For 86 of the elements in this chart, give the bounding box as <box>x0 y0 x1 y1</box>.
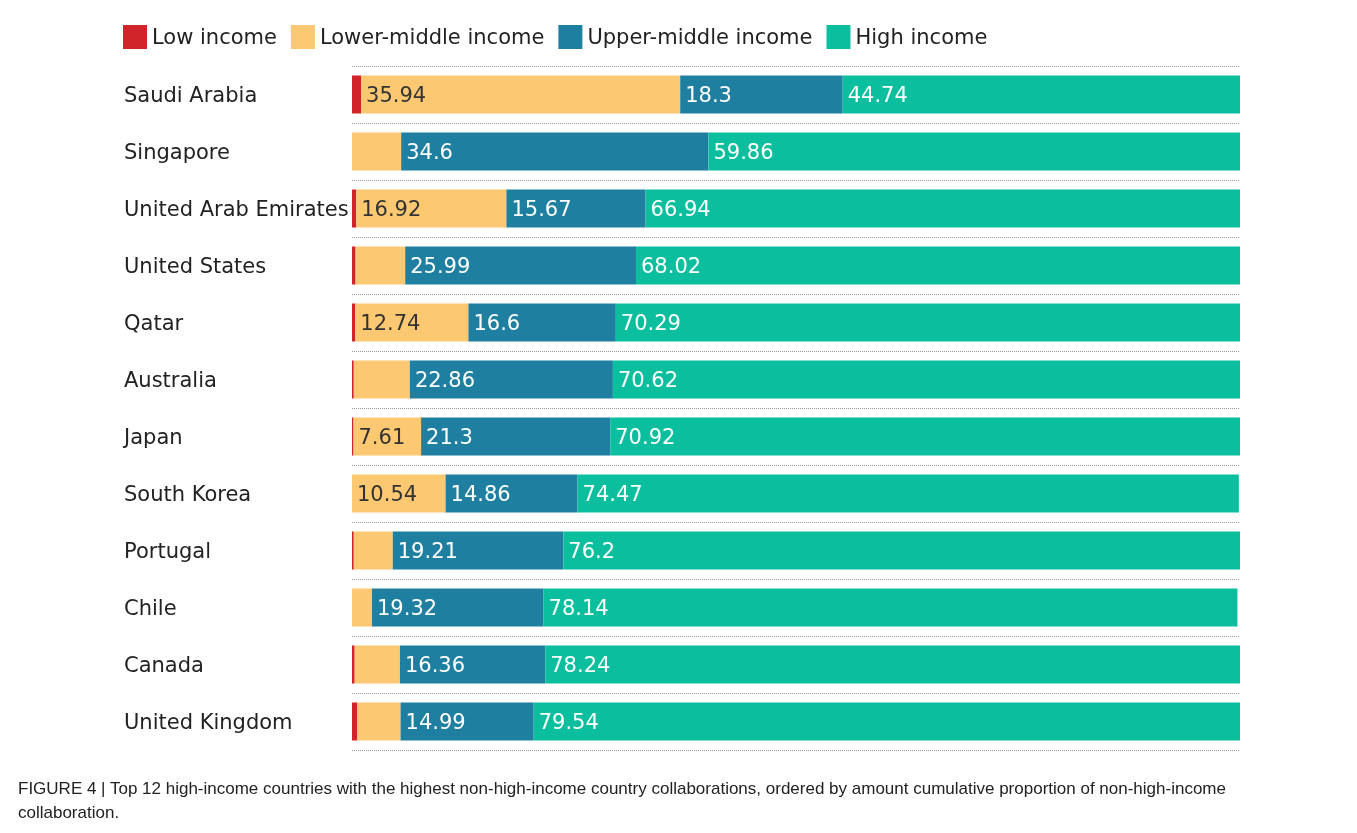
bar <box>352 246 356 285</box>
bar <box>680 75 843 114</box>
data-label: 16.6 <box>473 310 521 335</box>
bar <box>610 417 1240 456</box>
bar <box>533 702 1240 741</box>
data-label: 59.86 <box>713 139 774 164</box>
bar <box>405 246 636 285</box>
bar <box>392 531 564 570</box>
bar <box>563 531 1240 570</box>
data-label: 14.86 <box>450 481 511 506</box>
data-label: 7.61 <box>358 424 406 449</box>
bar <box>635 246 1240 285</box>
y-tick-label: Portugal <box>124 538 211 563</box>
bar <box>354 645 400 684</box>
data-label: 19.32 <box>376 595 438 620</box>
data-label: 78.24 <box>550 652 611 677</box>
bar <box>545 645 1240 684</box>
bar <box>352 132 402 171</box>
legend-label: Upper-middle income <box>587 25 813 49</box>
bar <box>577 474 1239 513</box>
bar <box>468 303 616 342</box>
y-tick-label: Qatar <box>124 310 184 335</box>
bar <box>506 189 646 228</box>
bar <box>352 75 362 114</box>
bar <box>352 303 356 342</box>
bar <box>352 588 372 627</box>
bar <box>355 246 406 285</box>
data-label: 35.94 <box>366 82 427 107</box>
data-label: 15.67 <box>511 196 572 221</box>
bar <box>842 75 1240 114</box>
data-label: 78.14 <box>548 595 609 620</box>
bar <box>615 303 1240 342</box>
data-label: 70.62 <box>617 367 679 392</box>
data-label: 70.29 <box>620 310 681 335</box>
data-label: 14.99 <box>405 709 466 734</box>
y-tick-label: United Arab Emirates <box>124 196 349 221</box>
data-label: 16.36 <box>404 652 466 677</box>
data-label: 21.3 <box>426 424 473 449</box>
data-label: 70.92 <box>615 424 676 449</box>
bar <box>355 303 469 342</box>
legend-label: Lower-middle income <box>319 25 545 49</box>
bar <box>401 132 709 171</box>
data-label: 12.74 <box>360 310 421 335</box>
bar <box>353 531 393 570</box>
data-label: 68.02 <box>640 253 702 278</box>
data-label: 25.99 <box>410 253 471 278</box>
data-label: 66.94 <box>650 196 711 221</box>
y-tick-label: South Korea <box>124 481 252 506</box>
data-label: 10.54 <box>357 481 418 506</box>
bar <box>357 702 401 741</box>
legend-label: High income <box>855 25 988 49</box>
bar <box>612 360 1240 399</box>
y-tick-label: United States <box>124 253 267 278</box>
y-tick-label: Chile <box>124 595 177 620</box>
bar <box>645 189 1240 228</box>
data-label: 44.74 <box>847 82 908 107</box>
bar <box>356 189 507 228</box>
data-label: 16.92 <box>361 196 422 221</box>
bar <box>352 702 358 741</box>
bar <box>708 132 1240 171</box>
data-label: 18.3 <box>685 82 732 107</box>
data-label: 74.47 <box>582 481 643 506</box>
bar <box>353 360 410 399</box>
bar <box>421 417 611 456</box>
y-tick-label: Australia <box>124 367 217 392</box>
bar <box>399 645 546 684</box>
y-tick-label: Singapore <box>124 139 230 164</box>
legend-label: Low income <box>152 25 277 49</box>
caption: FIGURE 4 | Top 12 high-income countries with the highest non-high-income country collaborations, ordered by amount cumulative proportion of non-high-income collaboration. <box>18 778 1231 822</box>
y-tick-label: Canada <box>124 652 204 677</box>
data-label: 76.2 <box>568 538 616 563</box>
bar <box>543 588 1238 627</box>
data-label: 34.6 <box>406 139 453 164</box>
y-tick-label: Japan <box>122 424 183 449</box>
bar <box>371 588 544 627</box>
y-tick-label: Saudi Arabia <box>124 82 258 107</box>
data-label: 22.86 <box>414 367 476 392</box>
data-label: 19.21 <box>397 538 458 563</box>
bar <box>361 75 681 114</box>
bar <box>409 360 613 399</box>
y-tick-label: United Kingdom <box>124 709 293 734</box>
bar <box>445 474 578 513</box>
bar <box>400 702 534 741</box>
data-label: 79.54 <box>538 709 599 734</box>
bar <box>352 645 355 684</box>
bar <box>352 189 357 228</box>
